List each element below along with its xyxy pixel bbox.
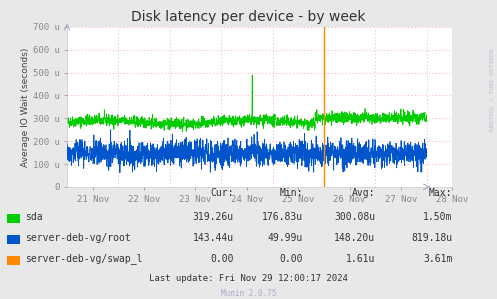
Text: Min:: Min:	[280, 188, 303, 198]
Text: sda: sda	[25, 212, 42, 222]
Text: 319.26u: 319.26u	[192, 212, 234, 222]
Text: server-deb-vg/swap_l: server-deb-vg/swap_l	[25, 253, 142, 264]
Text: 819.18u: 819.18u	[411, 233, 452, 243]
Y-axis label: Average IO Wait (seconds): Average IO Wait (seconds)	[21, 47, 30, 167]
Text: 0.00: 0.00	[210, 254, 234, 264]
Text: 143.44u: 143.44u	[192, 233, 234, 243]
Text: 49.99u: 49.99u	[268, 233, 303, 243]
Text: 0.00: 0.00	[280, 254, 303, 264]
Text: 1.50m: 1.50m	[423, 212, 452, 222]
Text: 3.61m: 3.61m	[423, 254, 452, 264]
Text: Cur:: Cur:	[210, 188, 234, 198]
Text: Max:: Max:	[429, 188, 452, 198]
Text: Avg:: Avg:	[352, 188, 375, 198]
Text: 148.20u: 148.20u	[334, 233, 375, 243]
Text: RRDTOOL / TOBI OETIKER: RRDTOOL / TOBI OETIKER	[490, 48, 495, 131]
Text: Disk latency per device - by week: Disk latency per device - by week	[131, 10, 366, 25]
Text: 176.83u: 176.83u	[262, 212, 303, 222]
Text: Last update: Fri Nov 29 12:00:17 2024: Last update: Fri Nov 29 12:00:17 2024	[149, 274, 348, 283]
Text: 1.61u: 1.61u	[346, 254, 375, 264]
Text: server-deb-vg/root: server-deb-vg/root	[25, 233, 131, 243]
Text: 300.08u: 300.08u	[334, 212, 375, 222]
Text: Munin 2.0.75: Munin 2.0.75	[221, 289, 276, 298]
